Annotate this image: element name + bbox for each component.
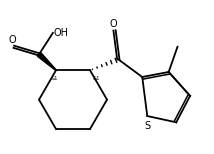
Text: &1: &1 — [51, 76, 58, 81]
Text: S: S — [144, 121, 150, 131]
Text: &1: &1 — [93, 76, 101, 81]
Text: OH: OH — [54, 28, 69, 38]
Text: O: O — [8, 35, 16, 45]
Text: O: O — [110, 19, 117, 29]
Polygon shape — [37, 53, 56, 71]
